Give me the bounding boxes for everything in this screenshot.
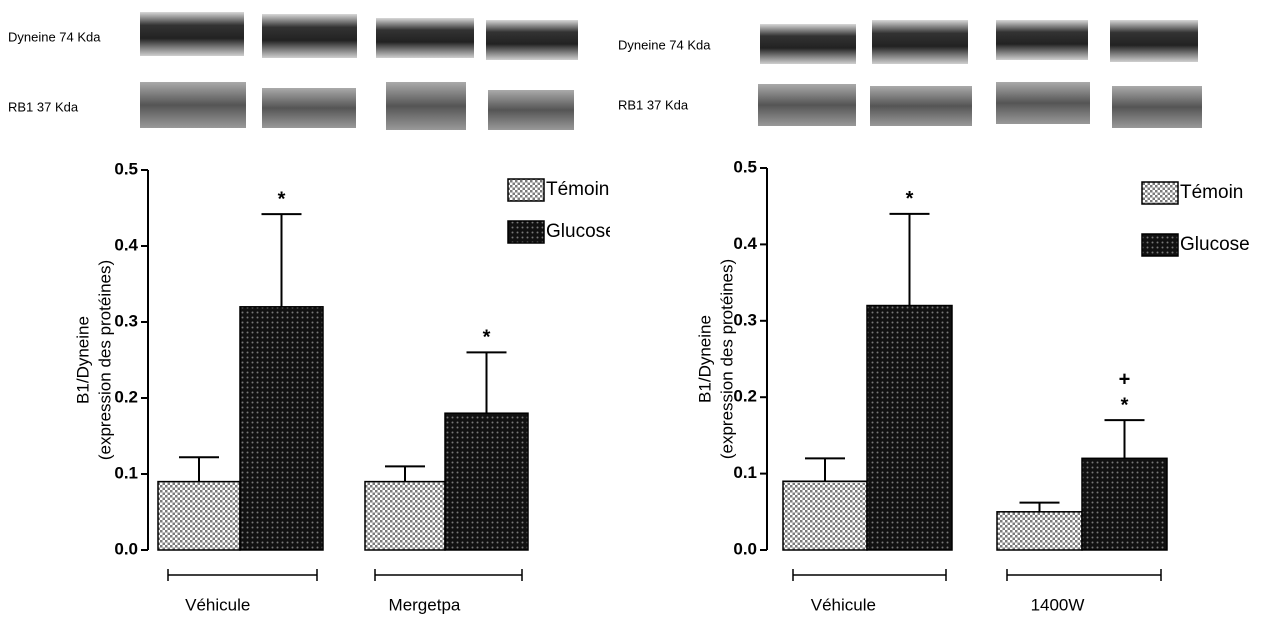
bar	[445, 413, 528, 550]
legend-swatch	[1142, 182, 1178, 204]
blots-2	[758, 20, 1202, 128]
legend-label: Témoin	[1180, 182, 1243, 203]
y-tick-label: 0.0	[114, 539, 138, 558]
legend-swatch	[1142, 234, 1178, 256]
bar	[365, 482, 445, 550]
bar	[158, 482, 240, 550]
bar	[997, 512, 1082, 550]
y-axis-label: (expression des protéines)	[717, 259, 736, 459]
figure: Dyneine 74 KdaRB1 37 KdaB1/Dyneine(expre…	[0, 0, 1283, 619]
legend: Témoin Glucose	[508, 179, 616, 243]
y-tick-label: 0.3	[733, 310, 757, 329]
x-tick-label: 1400W	[1031, 595, 1085, 614]
significance-marker: *	[483, 327, 491, 349]
legend-label: Témoin	[546, 179, 609, 200]
y-tick-label: 0.0	[733, 539, 757, 558]
y-tick-label: 0.3	[114, 311, 138, 330]
category-bracket	[168, 569, 317, 581]
y-tick-label: 0.5	[114, 159, 138, 178]
legend-swatch	[508, 179, 544, 201]
blot-label: RB1 37 Kda	[618, 97, 689, 112]
legend-swatch	[508, 221, 544, 243]
legend-label: Glucose	[1180, 234, 1250, 255]
y-tick-label: 0.2	[733, 387, 757, 406]
blots-1	[140, 12, 578, 130]
page: {"chart_data": [ {"type": "bar", "blots"…	[0, 0, 1283, 619]
category-bracket	[375, 569, 522, 581]
y-tick-label: 0.4	[733, 234, 757, 253]
significance-marker: *	[906, 188, 914, 210]
y-tick-label: 0.4	[114, 235, 138, 254]
bar	[1082, 458, 1167, 550]
x-tick-label: Mergetpa	[389, 595, 461, 614]
y-axis-label: B1/Dyneine	[695, 315, 714, 403]
bar	[240, 307, 323, 550]
significance-marker: +	[1119, 368, 1131, 390]
y-tick-label: 0.1	[733, 463, 757, 482]
bar	[867, 306, 952, 550]
y-axis-label: B1/Dyneine	[73, 316, 92, 404]
y-tick-label: 0.2	[114, 387, 138, 406]
y-tick-label: 0.1	[114, 463, 138, 482]
x-tick-label: Véhicule	[811, 595, 876, 614]
blot-label: RB1 37 Kda	[8, 99, 79, 114]
legend: Témoin Glucose	[1142, 182, 1250, 256]
bar	[783, 481, 867, 550]
category-bracket	[793, 569, 946, 581]
legend-label: Glucose	[546, 221, 616, 242]
y-axis-label: (expression des protéines)	[95, 260, 114, 460]
significance-marker: *	[278, 188, 286, 210]
y-tick-label: 0.5	[733, 157, 757, 176]
blot-label: Dyneine 74 Kda	[618, 37, 711, 52]
category-bracket	[1007, 569, 1161, 581]
x-tick-label: Véhicule	[185, 595, 250, 614]
blot-label: Dyneine 74 Kda	[8, 29, 101, 44]
significance-marker: *	[1121, 394, 1129, 416]
